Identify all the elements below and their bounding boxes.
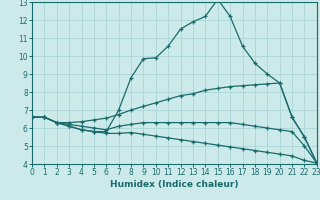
X-axis label: Humidex (Indice chaleur): Humidex (Indice chaleur) [110, 180, 239, 189]
